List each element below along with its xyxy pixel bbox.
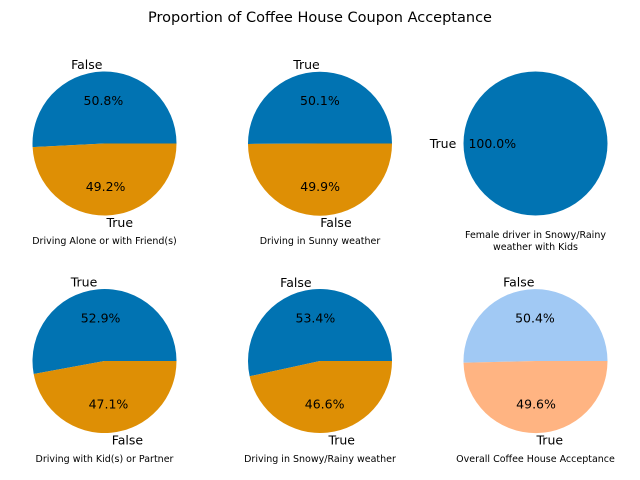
pie-slice-true <box>32 289 177 375</box>
pie-caption: Driving in Sunny weather <box>260 236 381 247</box>
slice-percent-label: 52.9% <box>81 310 121 325</box>
slice-percent-label: 100.0% <box>468 136 516 151</box>
pie-slice-true <box>463 361 608 434</box>
pie-slice-false <box>248 288 392 377</box>
pie-panel-6: False 50.4% True 49.6% Overall Coffee House … <box>456 274 615 465</box>
pie-caption: Driving with Kid(s) or Partner <box>36 454 174 465</box>
slice-percent-label: 53.4% <box>296 311 336 326</box>
slice-percent-label: 50.4% <box>515 310 555 325</box>
figure-title: Proportion of Coffee House Coupon Accept… <box>148 10 492 26</box>
pie-caption: Overall Coffee House Acceptance <box>456 454 615 465</box>
pie-panel-1: False 50.8% True 49.2% Driving Alone or with… <box>32 57 177 247</box>
slice-label: False <box>112 432 144 447</box>
slice-percent-label: 50.8% <box>84 93 124 108</box>
pie-slice-true <box>32 143 177 216</box>
pie-panels: False 50.8% True 49.2% Driving Alone or with… <box>32 57 615 465</box>
slice-label: True <box>327 432 355 447</box>
slice-percent-label: 46.6% <box>305 396 345 411</box>
pie-slice-false <box>33 361 177 434</box>
slice-percent-label: 49.9% <box>300 179 340 194</box>
slice-label: True <box>70 275 98 290</box>
pie-slice-false <box>463 289 608 363</box>
pie-caption: Driving Alone or with Friend(s) <box>32 236 177 247</box>
slice-label: False <box>320 215 352 230</box>
slice-percent-label: 47.1% <box>89 397 129 412</box>
slice-percent-label: 49.6% <box>516 397 556 412</box>
pie-caption: Female driver in Snowy/Rainy weather with… <box>465 230 606 253</box>
slice-label: True <box>429 136 457 151</box>
slice-percent-label: 50.1% <box>300 93 340 108</box>
pie-panel-4: True 52.9% False 47.1% Driving with Kid(s) o… <box>32 275 177 465</box>
pie-slice-true <box>247 71 392 144</box>
slice-label: True <box>536 433 564 448</box>
slice-label: True <box>292 57 320 72</box>
slice-label: False <box>503 274 535 289</box>
pie-panel-5: False 53.4% True 46.6% Driving in Snowy/Rain… <box>244 275 396 465</box>
pie-slice-false <box>32 71 177 148</box>
slice-label: False <box>71 57 103 72</box>
pie-caption: Driving in Snowy/Rainy weather <box>244 454 396 465</box>
pie-slice-false <box>248 143 393 216</box>
pie-slice-true <box>249 361 392 433</box>
slice-label: True <box>105 215 133 230</box>
slice-percent-label: 49.2% <box>86 179 126 194</box>
pie-panel-2: True 50.1% False 49.9% Driving in Sunny weat… <box>247 57 393 247</box>
slice-label: False <box>280 275 312 290</box>
pie-slice-true <box>463 71 608 216</box>
pie-panel-3: True 100.0% Female driver in Snowy/Rainy we… <box>429 71 608 253</box>
